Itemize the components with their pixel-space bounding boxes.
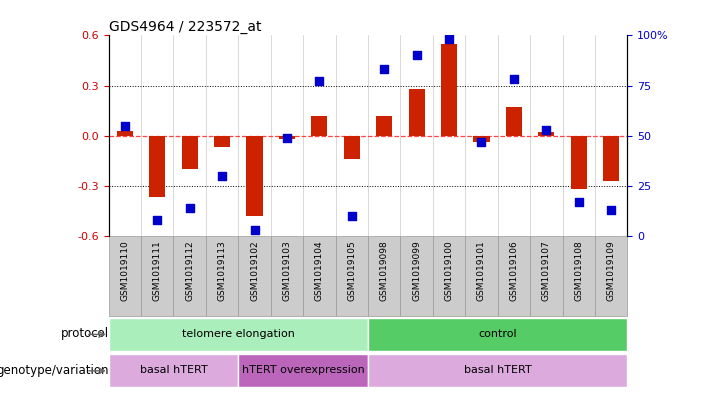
Bar bbox=[311, 116, 327, 136]
Bar bbox=[473, 136, 489, 142]
Text: hTERT overexpression: hTERT overexpression bbox=[242, 365, 365, 375]
Text: GSM1019101: GSM1019101 bbox=[477, 240, 486, 301]
Bar bbox=[530, 236, 562, 316]
Bar bbox=[109, 236, 141, 316]
Bar bbox=[109, 318, 368, 351]
Bar bbox=[409, 89, 425, 136]
Text: GSM1019108: GSM1019108 bbox=[574, 240, 583, 301]
Point bbox=[411, 52, 422, 59]
Text: GDS4964 / 223572_at: GDS4964 / 223572_at bbox=[109, 20, 261, 34]
Text: GSM1019109: GSM1019109 bbox=[606, 240, 615, 301]
Text: GSM1019102: GSM1019102 bbox=[250, 240, 259, 301]
Text: GSM1019098: GSM1019098 bbox=[380, 240, 389, 301]
Text: telomere elongation: telomere elongation bbox=[182, 329, 295, 339]
Text: GSM1019104: GSM1019104 bbox=[315, 240, 324, 301]
Bar bbox=[271, 236, 303, 316]
Bar bbox=[465, 236, 498, 316]
Bar bbox=[214, 136, 230, 147]
Point bbox=[184, 205, 196, 211]
Bar bbox=[571, 136, 587, 189]
Text: control: control bbox=[478, 329, 517, 339]
Bar bbox=[506, 107, 522, 136]
Text: basal hTERT: basal hTERT bbox=[464, 365, 531, 375]
Text: GSM1019105: GSM1019105 bbox=[347, 240, 356, 301]
Bar bbox=[279, 136, 295, 139]
Text: GSM1019111: GSM1019111 bbox=[153, 240, 162, 301]
Text: GSM1019112: GSM1019112 bbox=[185, 240, 194, 301]
Bar bbox=[441, 44, 457, 136]
Bar bbox=[141, 236, 174, 316]
Bar bbox=[238, 236, 271, 316]
Bar bbox=[206, 236, 238, 316]
Bar bbox=[376, 116, 393, 136]
Text: GSM1019100: GSM1019100 bbox=[444, 240, 454, 301]
Bar bbox=[238, 354, 368, 387]
Point bbox=[508, 76, 519, 83]
Text: GSM1019110: GSM1019110 bbox=[121, 240, 130, 301]
Point bbox=[314, 78, 325, 84]
Bar bbox=[562, 236, 595, 316]
Bar bbox=[603, 136, 619, 181]
Bar bbox=[368, 236, 400, 316]
Bar bbox=[368, 354, 627, 387]
Point bbox=[379, 66, 390, 73]
Text: GSM1019107: GSM1019107 bbox=[542, 240, 551, 301]
Bar bbox=[174, 236, 206, 316]
Point bbox=[281, 134, 292, 141]
Bar bbox=[400, 236, 433, 316]
Bar bbox=[498, 236, 530, 316]
Text: basal hTERT: basal hTERT bbox=[139, 365, 207, 375]
Point bbox=[444, 36, 455, 42]
Bar bbox=[368, 318, 627, 351]
Bar bbox=[433, 236, 465, 316]
Point bbox=[249, 227, 260, 233]
Bar bbox=[247, 136, 263, 216]
Bar bbox=[336, 236, 368, 316]
Text: genotype/variation: genotype/variation bbox=[0, 364, 109, 376]
Bar bbox=[109, 354, 238, 387]
Text: GSM1019106: GSM1019106 bbox=[510, 240, 519, 301]
Point bbox=[119, 123, 130, 129]
Text: GSM1019103: GSM1019103 bbox=[283, 240, 292, 301]
Point bbox=[346, 213, 358, 219]
Point bbox=[217, 173, 228, 179]
Bar bbox=[149, 136, 165, 197]
Point bbox=[573, 199, 585, 205]
Text: GSM1019099: GSM1019099 bbox=[412, 240, 421, 301]
Bar bbox=[343, 136, 360, 159]
Point bbox=[476, 138, 487, 145]
Bar bbox=[303, 236, 336, 316]
Bar bbox=[182, 136, 198, 169]
Point bbox=[606, 207, 617, 213]
Bar bbox=[595, 236, 627, 316]
Point bbox=[151, 217, 163, 223]
Text: GSM1019113: GSM1019113 bbox=[217, 240, 226, 301]
Bar bbox=[117, 130, 133, 136]
Bar bbox=[538, 132, 554, 136]
Point bbox=[540, 127, 552, 133]
Text: protocol: protocol bbox=[60, 327, 109, 340]
